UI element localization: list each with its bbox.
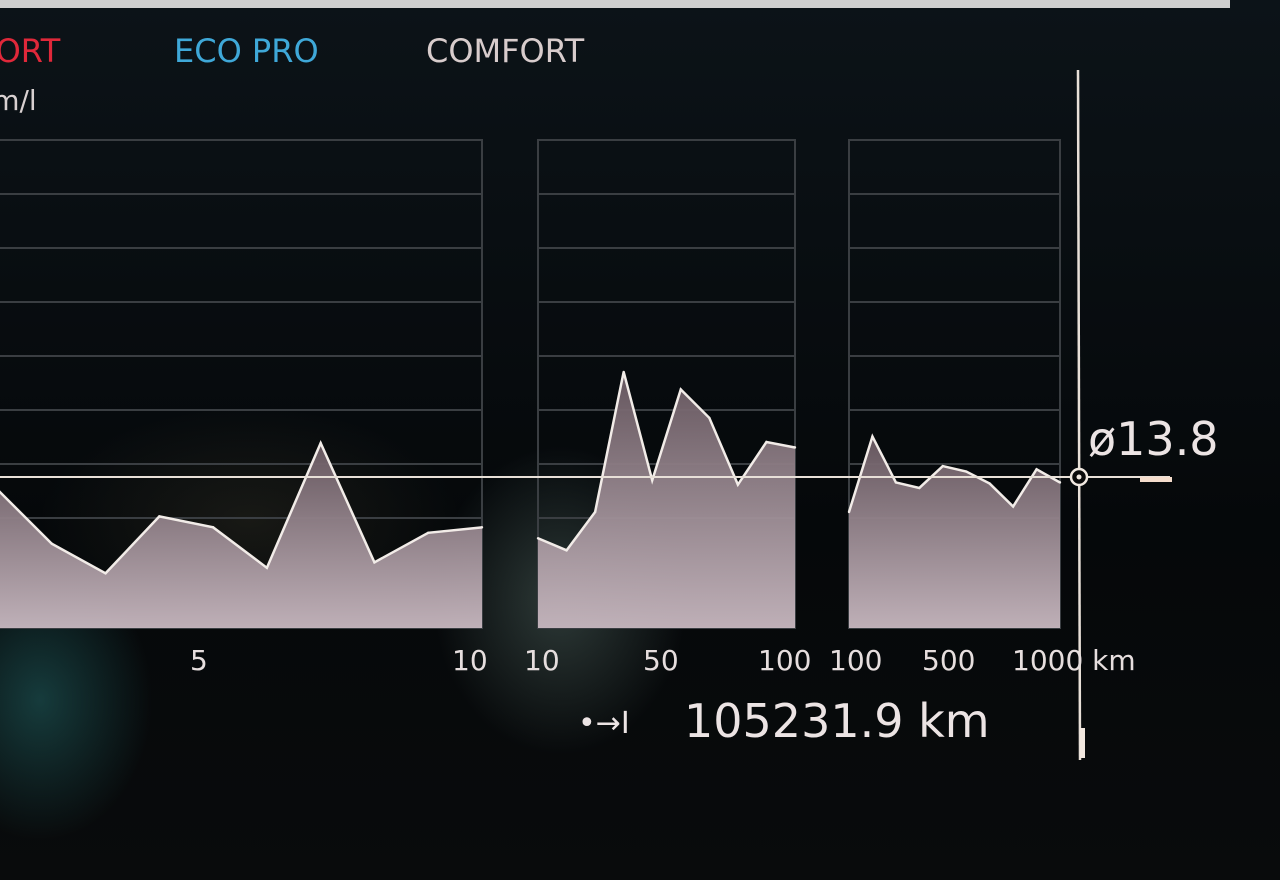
tick-label: 500 [922, 644, 975, 677]
average-symbol: ø [1088, 412, 1117, 466]
data-point [736, 483, 740, 486]
data-point [679, 388, 682, 391]
chart-panel [0, 139, 484, 629]
data-point [622, 370, 625, 374]
data-point [894, 481, 898, 484]
data-point [50, 542, 53, 545]
data-point [847, 510, 851, 514]
chart-panel [536, 139, 797, 629]
consumption-line [0, 439, 483, 575]
trip-arrow-icon: •→I [578, 706, 630, 741]
data-point [965, 470, 968, 473]
data-point [427, 531, 430, 535]
odometer-value: 105231.9 km [684, 694, 990, 748]
mode-eco-pro[interactable]: ECO PRO [174, 32, 319, 70]
data-point [158, 515, 161, 518]
mode-comfort[interactable]: COMFORT [426, 32, 585, 70]
tick-label: 100 [829, 644, 882, 677]
tick-label: 10 [452, 644, 488, 677]
data-point [793, 446, 797, 449]
unit-label: km/l [0, 84, 37, 117]
top-bezel [0, 0, 1230, 8]
data-point [593, 510, 597, 514]
tick-label: 5 [190, 644, 208, 677]
data-point [104, 572, 107, 575]
average-consumption: ø13.8 [1088, 412, 1219, 466]
data-point [1058, 481, 1062, 484]
data-point [871, 435, 874, 438]
data-point [988, 482, 991, 485]
data-point [708, 416, 711, 420]
consumption-line [847, 433, 1061, 513]
consumption-line [537, 371, 796, 552]
tick-label: 1000 km [1012, 644, 1136, 677]
data-point [941, 464, 944, 468]
data-point [211, 526, 215, 529]
consumption-area [0, 443, 482, 628]
data-point [480, 526, 484, 529]
data-point [319, 441, 322, 445]
data-point [265, 566, 269, 570]
data-point [651, 479, 654, 482]
mode-sport[interactable]: SPORT [0, 32, 61, 70]
position-marker [1080, 728, 1085, 758]
tick-label: 10 [524, 644, 560, 677]
current-position-line [1076, 69, 1082, 761]
chart-panel [847, 139, 1062, 629]
data-point [373, 561, 376, 564]
average-tick [1140, 477, 1172, 482]
data-point [565, 549, 568, 552]
data-point [536, 537, 540, 540]
average-value: 13.8 [1116, 412, 1219, 466]
data-point [918, 486, 921, 490]
data-point [1035, 468, 1038, 471]
data-point [765, 440, 768, 444]
consumption-area [538, 371, 795, 628]
tick-label: 100 [758, 644, 811, 677]
average-marker-dot [1076, 474, 1082, 480]
data-point [1011, 505, 1015, 508]
consumption-area [849, 436, 1060, 628]
tick-label: 50 [643, 644, 679, 677]
